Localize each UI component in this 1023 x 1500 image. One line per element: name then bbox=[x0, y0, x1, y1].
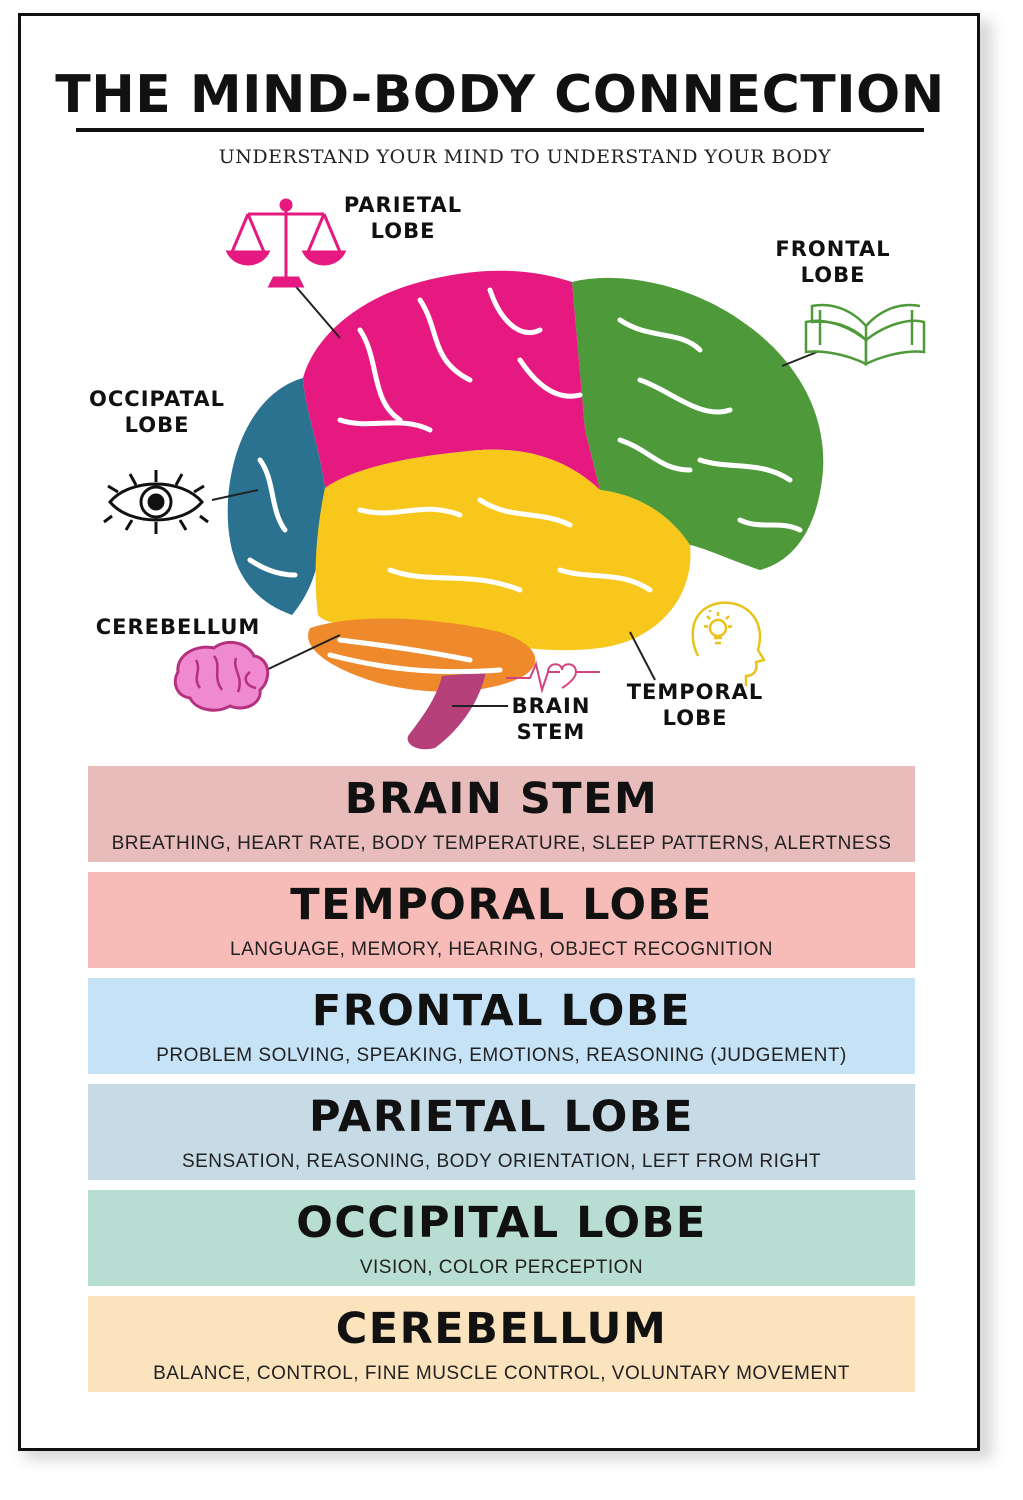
panel-frontal-lobe: FRONTAL LOBE PROBLEM SOLVING, SPEAKING, … bbox=[88, 978, 915, 1074]
panel-title: PARIETAL LOBE bbox=[308, 1092, 695, 1142]
title-underline bbox=[76, 128, 924, 132]
page-subtitle: UNDERSTAND YOUR MIND TO UNDERSTAND YOUR … bbox=[218, 146, 832, 168]
book-icon bbox=[804, 303, 926, 367]
label-cerebellum: CEREBELLUM bbox=[96, 615, 261, 639]
brain-folds bbox=[247, 287, 803, 675]
brain-stem-region bbox=[407, 672, 486, 750]
leader-lines bbox=[211, 281, 823, 707]
label-frontal-line2: LOBE bbox=[801, 263, 866, 287]
panel-title: BRAIN STEM bbox=[344, 774, 659, 824]
panel-title: TEMPORAL LOBE bbox=[290, 880, 713, 930]
label-occipital-line2: LOBE bbox=[125, 413, 190, 437]
panel-title: CEREBELLUM bbox=[335, 1304, 668, 1354]
eye-icon bbox=[103, 470, 209, 534]
parietal-lobe-region bbox=[303, 270, 600, 490]
brain-icon bbox=[173, 640, 270, 712]
panel-brain-stem: BRAIN STEM BREATHING, HEART RATE, BODY T… bbox=[88, 766, 915, 862]
scales-icon bbox=[225, 198, 347, 288]
label-frontal-line1: FRONTAL bbox=[775, 237, 890, 261]
panel-description: LANGUAGE, MEMORY, HEARING, OBJECT RECOGN… bbox=[230, 939, 773, 960]
panel-temporal-lobe: TEMPORAL LOBE LANGUAGE, MEMORY, HEARING,… bbox=[88, 872, 915, 968]
page-title: THE MIND-BODY CONNECTION bbox=[55, 65, 945, 125]
temporal-lobe-region bbox=[315, 449, 691, 651]
panel-description: VISION, COLOR PERCEPTION bbox=[359, 1257, 644, 1278]
frontal-lobe-region bbox=[572, 277, 824, 570]
label-brain-stem-line1: BRAIN bbox=[512, 694, 591, 718]
label-brain-stem-line2: STEM bbox=[517, 720, 586, 744]
label-parietal-line2: LOBE bbox=[371, 219, 436, 243]
brain-diagram: PARIETAL LOBE FRONTAL LOBE OCCIPATAL LOB… bbox=[89, 193, 926, 750]
panel-title: FRONTAL LOBE bbox=[311, 986, 692, 1036]
panel-cerebellum: CEREBELLUM BALANCE, CONTROL, FINE MUSCLE… bbox=[88, 1296, 915, 1392]
panel-parietal-lobe: PARIETAL LOBE SENSATION, REASONING, BODY… bbox=[88, 1084, 915, 1180]
label-occipital-line1: OCCIPATAL bbox=[89, 387, 225, 411]
heartbeat-icon bbox=[506, 660, 600, 694]
panel-title: OCCIPITAL LOBE bbox=[296, 1198, 707, 1248]
panel-description: PROBLEM SOLVING, SPEAKING, EMOTIONS, REA… bbox=[156, 1045, 847, 1066]
lightbulb-head-icon bbox=[691, 601, 766, 686]
occipital-lobe-region bbox=[227, 378, 325, 615]
label-parietal-line1: PARIETAL bbox=[344, 193, 462, 217]
panel-description: SENSATION, REASONING, BODY ORIENTATION, … bbox=[181, 1151, 822, 1172]
panel-description: BALANCE, CONTROL, FINE MUSCLE CONTROL, V… bbox=[153, 1363, 850, 1384]
panel-description: BREATHING, HEART RATE, BODY TEMPERATURE,… bbox=[111, 833, 892, 854]
label-temporal-line1: TEMPORAL bbox=[627, 680, 764, 704]
label-temporal-line2: LOBE bbox=[663, 706, 728, 730]
panel-occipital-lobe: OCCIPITAL LOBE VISION, COLOR PERCEPTION bbox=[88, 1190, 915, 1286]
